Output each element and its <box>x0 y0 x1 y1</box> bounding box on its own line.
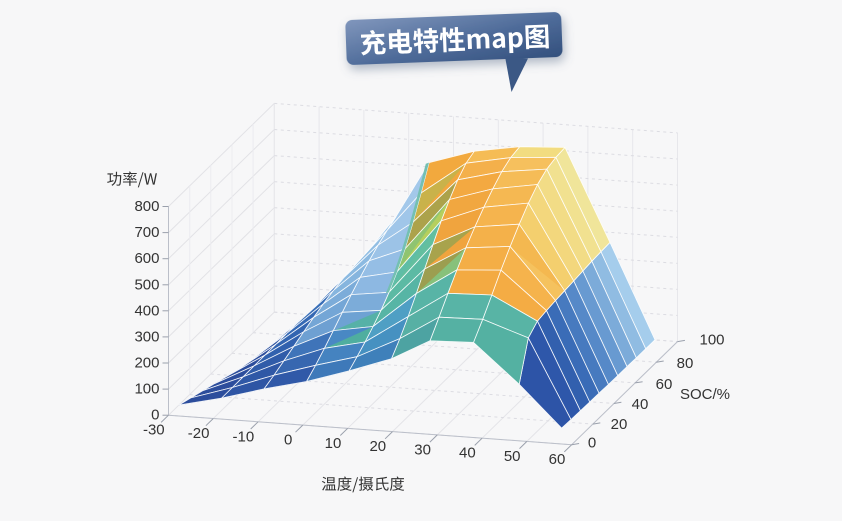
svg-text:SOC/%: SOC/% <box>680 386 730 403</box>
svg-text:200: 200 <box>134 355 159 372</box>
svg-text:40: 40 <box>459 445 476 462</box>
svg-text:60: 60 <box>549 451 566 468</box>
svg-text:400: 400 <box>134 302 159 319</box>
svg-text:10: 10 <box>325 435 342 452</box>
svg-text:20: 20 <box>611 416 628 433</box>
svg-text:50: 50 <box>504 448 521 465</box>
svg-text:100: 100 <box>699 332 724 349</box>
svg-text:0: 0 <box>151 407 159 424</box>
svg-text:100: 100 <box>134 381 159 398</box>
svg-text:300: 300 <box>134 328 159 345</box>
svg-text:-30: -30 <box>143 422 165 439</box>
svg-text:0: 0 <box>284 432 292 449</box>
svg-text:60: 60 <box>656 376 673 393</box>
svg-text:800: 800 <box>134 198 159 215</box>
svg-text:40: 40 <box>632 396 649 413</box>
svg-text:30: 30 <box>414 441 431 458</box>
svg-text:0: 0 <box>588 434 596 451</box>
svg-text:500: 500 <box>134 276 159 293</box>
svg-text:700: 700 <box>134 224 159 241</box>
svg-text:80: 80 <box>677 355 694 372</box>
svg-text:-20: -20 <box>188 425 210 442</box>
svg-text:600: 600 <box>134 250 159 267</box>
svg-text:20: 20 <box>369 438 386 455</box>
svg-text:-10: -10 <box>233 428 255 445</box>
